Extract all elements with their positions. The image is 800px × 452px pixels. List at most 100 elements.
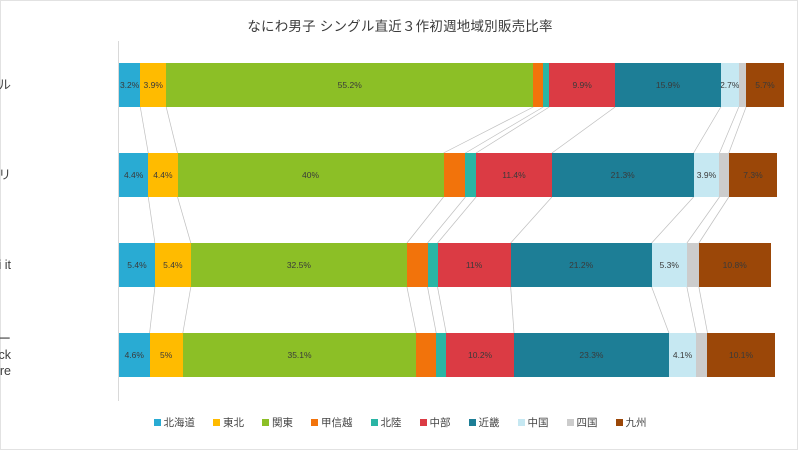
- bar-segment[interactable]: 2.7%: [720, 63, 739, 107]
- connector-line: [465, 106, 544, 154]
- category-label-line: ／Black: [0, 348, 11, 362]
- legend-item[interactable]: 中部: [419, 415, 451, 430]
- bar-segment[interactable]: 10.1%: [707, 333, 775, 377]
- legend-item[interactable]: 中国: [517, 415, 549, 430]
- bar-segment[interactable]: [696, 333, 708, 377]
- connector-line: [698, 286, 708, 334]
- connector-line: [406, 286, 417, 334]
- connector-line: [443, 106, 534, 154]
- legend-swatch-icon: [566, 419, 574, 426]
- bar-segment[interactable]: 4.6%: [119, 333, 150, 377]
- connector-line: [165, 106, 178, 154]
- bar-segment[interactable]: 40%: [177, 153, 444, 197]
- bar-segment[interactable]: 23.3%: [513, 333, 669, 377]
- connector-line: [698, 196, 730, 244]
- bar-segment-label: 40%: [301, 170, 319, 180]
- bar-segment[interactable]: 5%: [149, 333, 183, 377]
- legend-swatch-icon: [213, 419, 220, 426]
- bar-segment[interactable]: 10.8%: [698, 243, 771, 287]
- connector-line: [427, 286, 437, 334]
- bar-segment[interactable]: [427, 243, 438, 287]
- legend-label: 東北: [223, 417, 244, 429]
- bar-segment[interactable]: [436, 333, 447, 377]
- bar-segment[interactable]: 5.7%: [746, 63, 784, 107]
- bar-segment-label: 11%: [465, 260, 483, 270]
- bar-segment[interactable]: [406, 243, 428, 287]
- bar-segment-label: 4.4%: [153, 170, 173, 180]
- connector-line: [406, 196, 444, 244]
- bar-segment[interactable]: 4.4%: [148, 153, 178, 197]
- bar-segment[interactable]: 4.4%: [119, 153, 149, 197]
- legend-item[interactable]: 九州: [615, 415, 647, 430]
- bar-segment[interactable]: 21.3%: [551, 153, 694, 197]
- bar-segment[interactable]: 3.2%: [119, 63, 141, 107]
- legend-item[interactable]: 四国: [566, 415, 598, 430]
- bar-segment-label: 55.2%: [337, 80, 362, 90]
- bar-segment[interactable]: 5.3%: [651, 243, 687, 287]
- legend-item[interactable]: 北海道: [153, 415, 196, 430]
- connector-line: [510, 286, 515, 334]
- bar-row: 3.2% 3.9% 55.2% 9.9% 15.9% 2.7% 5.7%: [119, 63, 784, 107]
- legend-item[interactable]: 近畿: [468, 415, 500, 430]
- connector-line: [475, 106, 550, 154]
- bar-segment-label: 3.9%: [696, 170, 717, 180]
- category-label-line: 全シングル: [0, 78, 11, 92]
- connector-line: [551, 106, 616, 154]
- bar-segment[interactable]: 11.4%: [476, 153, 552, 197]
- bar-segment[interactable]: [686, 243, 699, 287]
- legend-item[interactable]: 関東: [262, 415, 293, 430]
- bar-segment[interactable]: 4.1%: [668, 333, 697, 377]
- bar-segment[interactable]: 10.2%: [446, 333, 514, 377]
- connector-line: [719, 106, 740, 154]
- bar-segment[interactable]: 55.2%: [166, 63, 534, 107]
- bar-segment-label: 5.4%: [163, 260, 183, 270]
- bar-segment[interactable]: [533, 63, 544, 107]
- bar-segment[interactable]: 35.1%: [182, 333, 417, 377]
- bar-segment-label: 10.2%: [468, 350, 493, 360]
- legend-swatch-icon: [153, 419, 161, 426]
- bar-segment[interactable]: 5.4%: [119, 243, 155, 287]
- legend-label: 北海道: [163, 417, 196, 429]
- bar-segment-label: 9.9%: [572, 80, 592, 90]
- bar-segment-label: 35.1%: [287, 350, 312, 360]
- bar-row: 4.6% 5% 35.1% 10.2% 23.3% 4.1% 10.1%: [119, 333, 784, 377]
- category-label-line: アシンメトリー: [0, 332, 11, 346]
- bar-segment-label: 11.4%: [502, 170, 526, 180]
- bar-segment[interactable]: [443, 153, 466, 197]
- bar-segment[interactable]: [719, 153, 729, 197]
- legend-label: 四国: [576, 417, 598, 429]
- bar-segment[interactable]: 9.9%: [549, 63, 616, 107]
- bar-segment[interactable]: 5.4%: [154, 243, 191, 287]
- bar-segment[interactable]: 11%: [437, 243, 511, 287]
- bar-segment[interactable]: 3.9%: [693, 153, 720, 197]
- connector-line: [147, 196, 156, 244]
- bar-segment[interactable]: [465, 153, 477, 197]
- bar-segment[interactable]: 3.9%: [140, 63, 167, 107]
- legend-label: 関東: [272, 417, 293, 429]
- legend-swatch-icon: [370, 419, 378, 426]
- bar-segment[interactable]: 21.2%: [510, 243, 652, 287]
- legend-item[interactable]: 東北: [213, 415, 244, 430]
- connector-line: [182, 286, 192, 334]
- category-label-line: Doki it: [0, 258, 11, 272]
- bar-segment[interactable]: 7.3%: [728, 153, 778, 197]
- bar-segment[interactable]: 32.5%: [190, 243, 407, 287]
- connector-line: [651, 286, 670, 334]
- bar-segment[interactable]: [416, 333, 437, 377]
- bar-segment[interactable]: 15.9%: [615, 63, 721, 107]
- bar-segment-label: 4.1%: [672, 350, 693, 360]
- legend-item[interactable]: 北陸: [370, 415, 402, 430]
- connector-line: [686, 196, 720, 244]
- legend-item[interactable]: 甲信越: [311, 415, 353, 430]
- legend-swatch-icon: [615, 419, 623, 426]
- connector-line: [437, 286, 447, 334]
- bar-segment[interactable]: [738, 63, 747, 107]
- bar-segment-label: 15.9%: [655, 80, 680, 90]
- connector-line: [437, 196, 477, 244]
- legend-swatch-icon: [517, 419, 525, 426]
- bar-row: 5.4% 5.4% 32.5% 11% 21.2% 5.3% 10.8%: [119, 243, 784, 287]
- bar-segment[interactable]: [543, 63, 550, 107]
- connector-line: [149, 286, 156, 334]
- connector-line: [177, 196, 192, 244]
- bar-segment-label: 5.4%: [127, 260, 147, 270]
